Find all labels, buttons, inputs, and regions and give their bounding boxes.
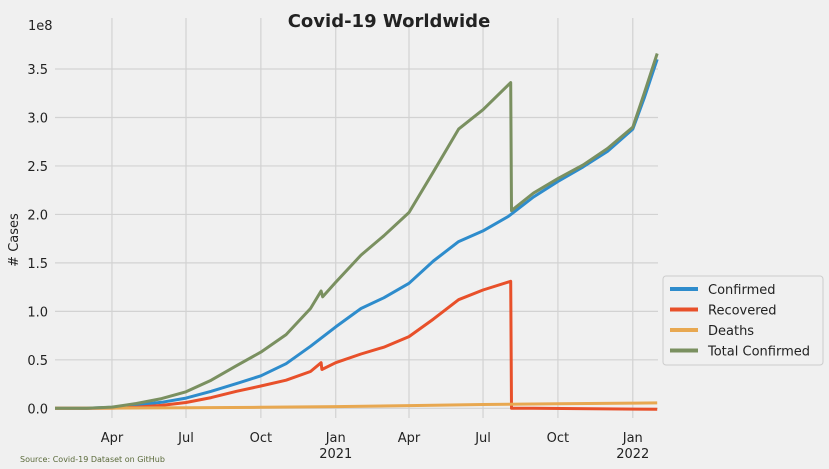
- legend: Confirmed Recovered Deaths Total Confirmed: [662, 275, 824, 366]
- series-line-deaths: [54, 401, 658, 410]
- y-tick-label: 0.0: [27, 402, 48, 417]
- x-tick-label: Jul: [177, 431, 194, 446]
- y-tick-label: 0.5: [27, 354, 48, 369]
- x-tick-label: Oct: [250, 431, 272, 446]
- y-tick-label: 1.0: [27, 305, 48, 320]
- y-tick-label: 2.0: [27, 208, 48, 223]
- legend-label: Confirmed: [708, 283, 776, 298]
- y-axis-label: # Cases: [7, 213, 22, 267]
- y-tick-label: 3.0: [27, 111, 48, 126]
- x-tick-label: Oct: [547, 431, 569, 446]
- x-tick-year-label: 2021: [319, 447, 352, 462]
- y-axis: 0.0 0.5 1.0 1.5 2.0 2.5 3.0 3.5: [27, 63, 48, 417]
- x-tick-label: Apr: [398, 431, 421, 446]
- y-tick-label: 2.5: [27, 160, 48, 175]
- legend-box: [662, 275, 824, 366]
- legend-label: Total Confirmed: [707, 345, 810, 360]
- series-layer: [54, 53, 659, 411]
- x-tick-label: Jul: [474, 431, 491, 446]
- legend-label: Recovered: [708, 304, 777, 319]
- x-tick-label: Jan: [622, 431, 643, 446]
- series-line-total-confirmed: [54, 53, 659, 410]
- x-tick-label: Apr: [101, 431, 124, 446]
- chart-title: Covid-19 Worldwide: [288, 11, 491, 32]
- series-line-recovered: [55, 279, 658, 411]
- y-tick-label: 1.5: [27, 257, 48, 272]
- y-axis-offset-text: 1e8: [28, 19, 53, 34]
- x-tick-label: Jan: [325, 431, 346, 446]
- source-note: Source: Covid-19 Dataset on GitHub: [20, 455, 165, 464]
- grid: [55, 18, 658, 418]
- legend-label: Deaths: [708, 324, 754, 339]
- series-line-confirmed: [54, 58, 659, 410]
- y-tick-label: 3.5: [27, 63, 48, 78]
- x-tick-year-label: 2022: [616, 447, 649, 462]
